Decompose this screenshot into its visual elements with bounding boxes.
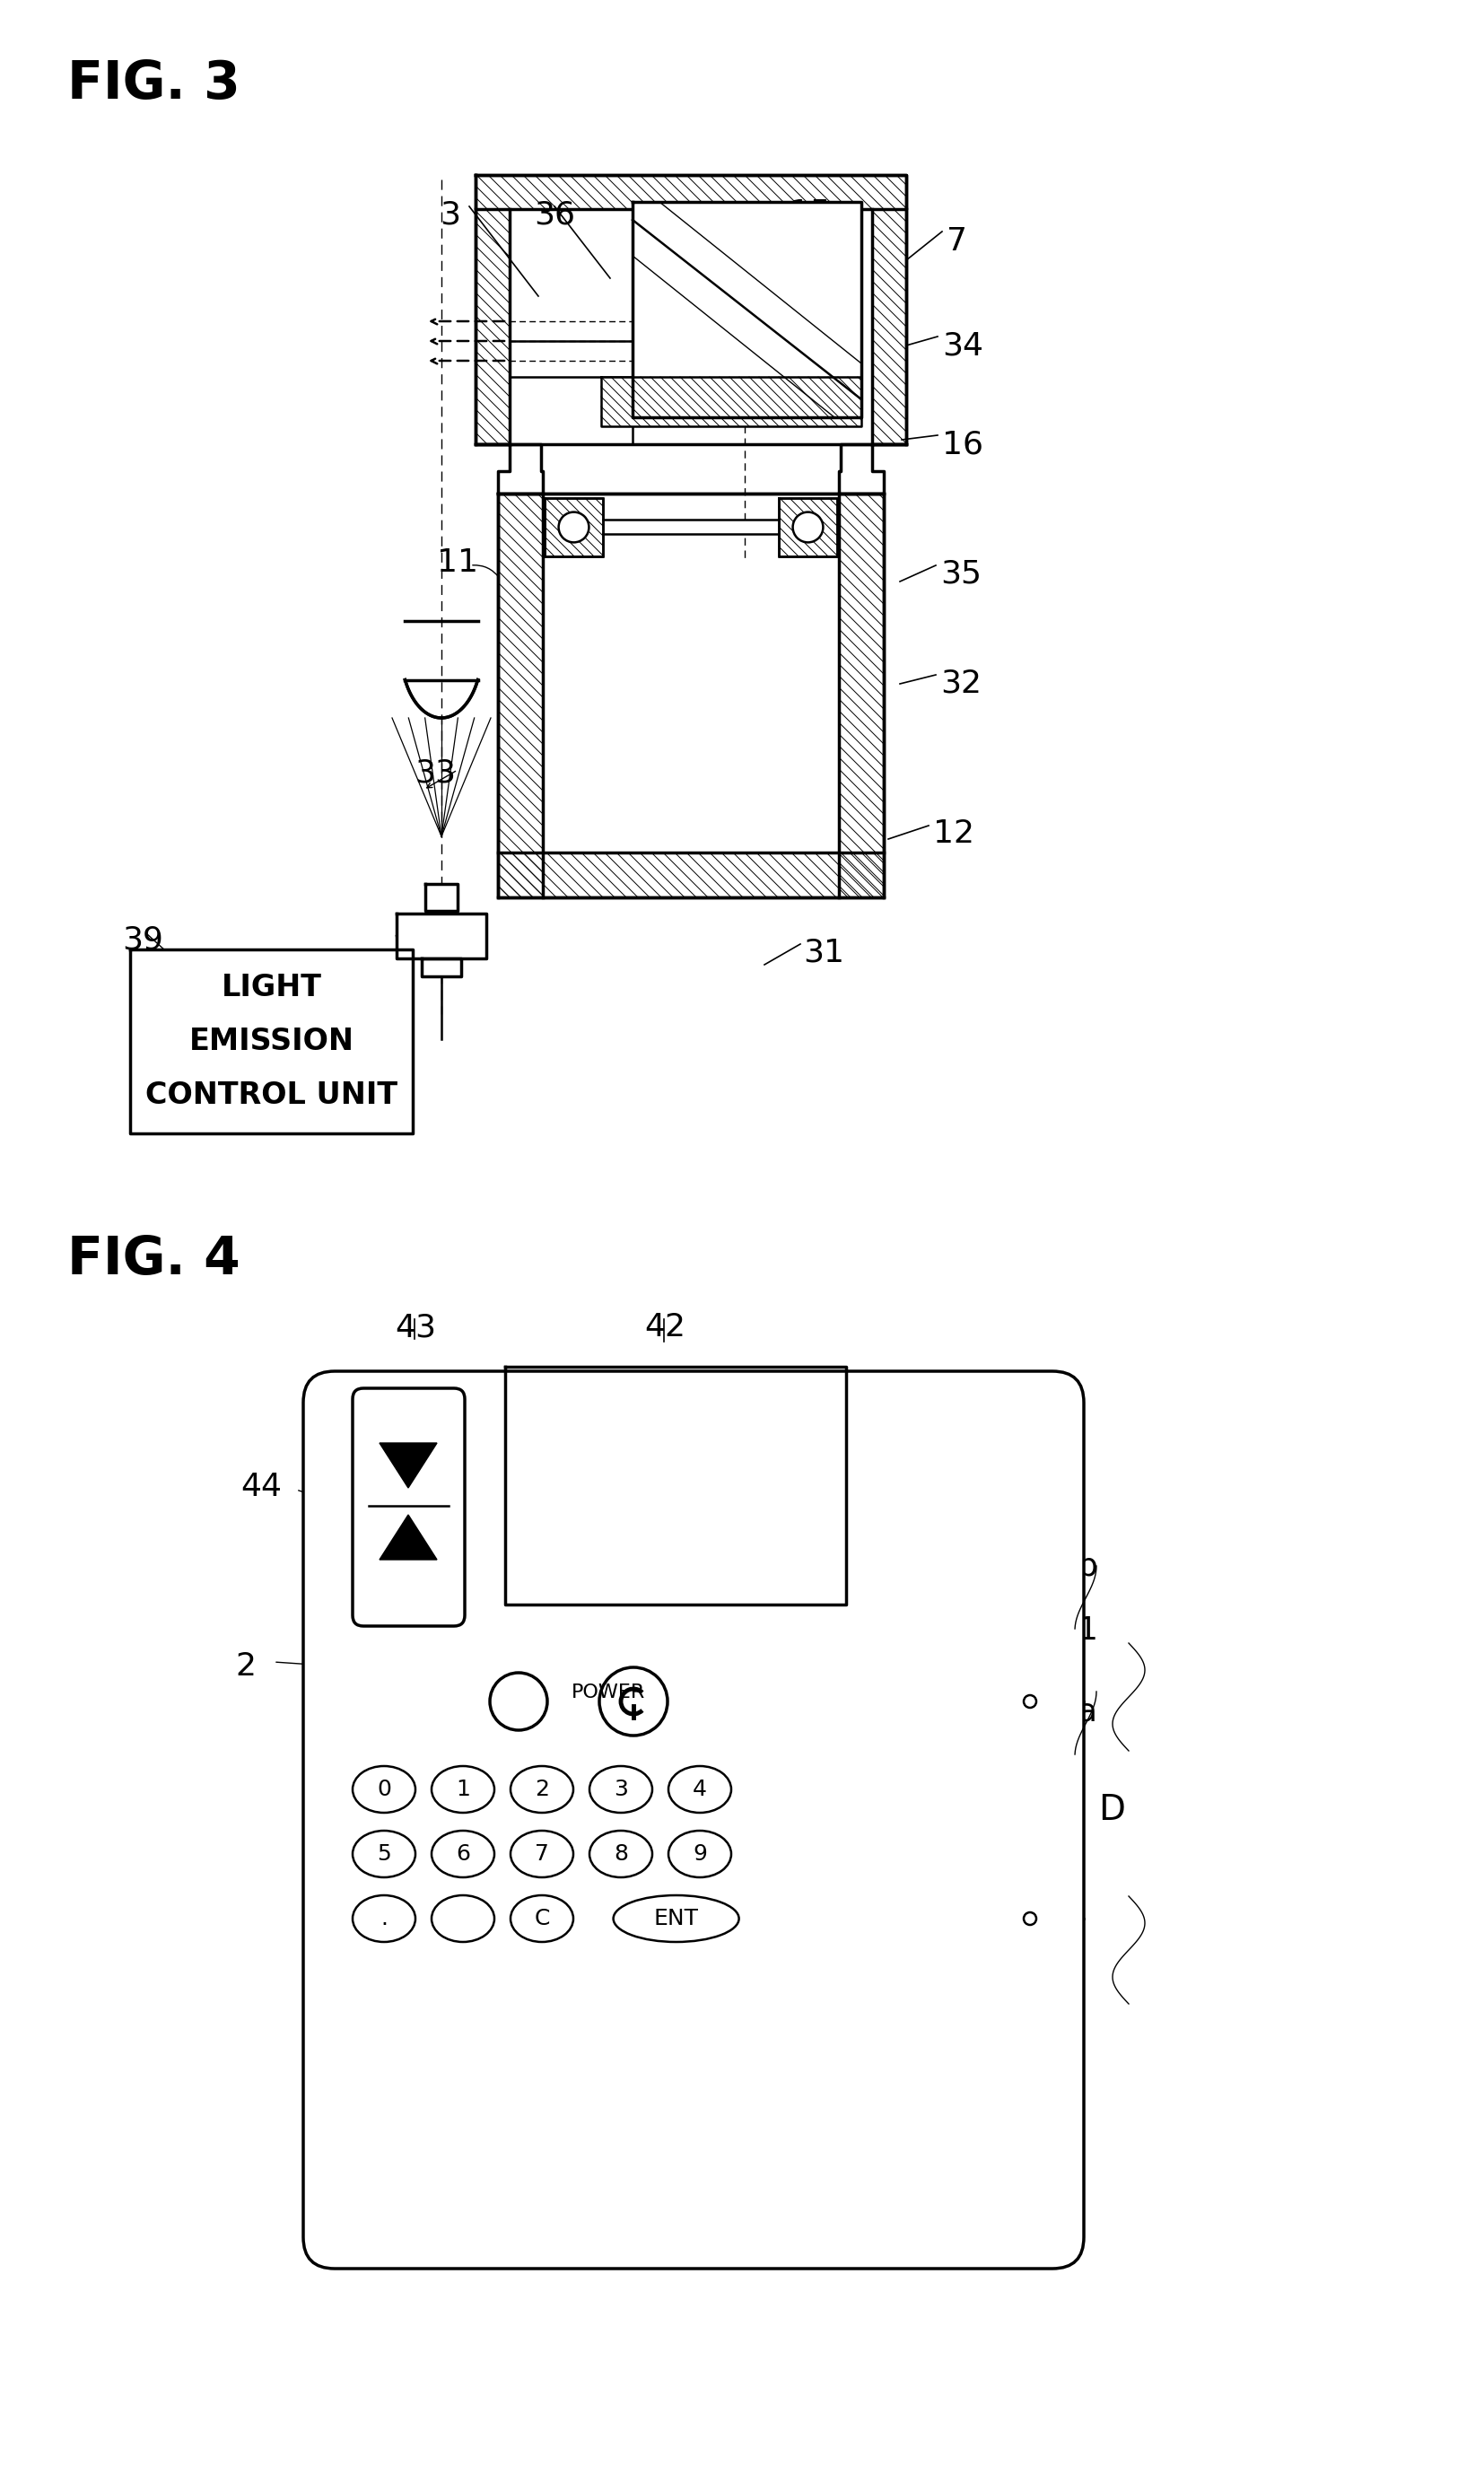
Ellipse shape (668, 1767, 732, 1812)
Polygon shape (131, 950, 413, 1134)
Text: 41a: 41a (1036, 1695, 1097, 1728)
Text: 45: 45 (611, 2171, 653, 2200)
Text: D: D (1098, 1792, 1125, 1827)
Text: FIG. 3: FIG. 3 (67, 59, 240, 109)
Text: 31: 31 (803, 938, 844, 968)
Ellipse shape (510, 1832, 573, 1879)
Bar (545, 497, 603, 557)
Text: CONTROL UNIT: CONTROL UNIT (145, 1079, 398, 1109)
Text: 2: 2 (234, 1651, 255, 1681)
Text: 35: 35 (941, 559, 981, 589)
Text: 41b: 41b (1036, 1552, 1098, 1582)
Text: 42: 42 (644, 1312, 686, 1341)
Text: 44: 44 (240, 1473, 282, 1502)
Text: 7: 7 (534, 1844, 549, 1864)
Polygon shape (475, 443, 543, 493)
Text: 16: 16 (942, 428, 984, 460)
Ellipse shape (510, 1767, 573, 1812)
Polygon shape (380, 1443, 436, 1487)
Text: 3: 3 (439, 198, 460, 230)
Text: 11: 11 (436, 547, 478, 579)
Text: 2: 2 (534, 1780, 549, 1799)
Text: 33: 33 (414, 757, 456, 790)
Ellipse shape (589, 1767, 653, 1812)
Ellipse shape (432, 1896, 494, 1943)
Text: 43: 43 (395, 1312, 436, 1341)
Circle shape (490, 1673, 548, 1730)
Text: 4: 4 (693, 1780, 706, 1799)
Ellipse shape (432, 1767, 494, 1812)
Text: C: C (534, 1908, 549, 1931)
Text: EMISSION: EMISSION (188, 1027, 355, 1057)
Text: 6: 6 (456, 1844, 470, 1864)
Ellipse shape (510, 1896, 573, 1943)
Text: 0: 0 (377, 1780, 392, 1799)
Ellipse shape (613, 1896, 739, 1943)
Ellipse shape (353, 1896, 416, 1943)
Polygon shape (421, 958, 462, 975)
Ellipse shape (432, 1832, 494, 1879)
Text: 1: 1 (456, 1780, 470, 1799)
Circle shape (1024, 1695, 1036, 1708)
Polygon shape (396, 913, 487, 958)
Ellipse shape (668, 1832, 732, 1879)
Polygon shape (601, 376, 861, 426)
Text: 5: 5 (377, 1844, 392, 1864)
Polygon shape (838, 443, 907, 493)
Text: 39: 39 (122, 923, 163, 955)
Text: POWER: POWER (571, 1683, 646, 1700)
Text: 9: 9 (693, 1844, 706, 1864)
Text: 36: 36 (534, 198, 576, 230)
Polygon shape (603, 520, 779, 535)
Text: 7: 7 (947, 225, 968, 257)
Ellipse shape (589, 1832, 653, 1879)
Polygon shape (426, 884, 457, 911)
Circle shape (600, 1668, 668, 1735)
Text: 8: 8 (614, 1844, 628, 1864)
Ellipse shape (353, 1832, 416, 1879)
Text: FIG. 4: FIG. 4 (67, 1235, 240, 1285)
Text: LIGHT: LIGHT (221, 973, 322, 1002)
Text: 41: 41 (1057, 1616, 1098, 1646)
Bar (779, 497, 837, 557)
FancyBboxPatch shape (353, 1388, 464, 1626)
Text: 32: 32 (941, 668, 981, 698)
Text: 15: 15 (789, 198, 831, 228)
Text: ENT: ENT (654, 1908, 699, 1931)
Text: .: . (380, 1908, 387, 1931)
Ellipse shape (353, 1767, 416, 1812)
Circle shape (558, 512, 589, 542)
Polygon shape (380, 1515, 436, 1559)
Text: 3: 3 (614, 1780, 628, 1799)
Circle shape (1024, 1913, 1036, 1926)
Polygon shape (632, 203, 861, 418)
Text: 12: 12 (933, 819, 975, 849)
Text: 34: 34 (942, 329, 984, 361)
FancyBboxPatch shape (303, 1371, 1083, 2270)
Circle shape (792, 512, 824, 542)
